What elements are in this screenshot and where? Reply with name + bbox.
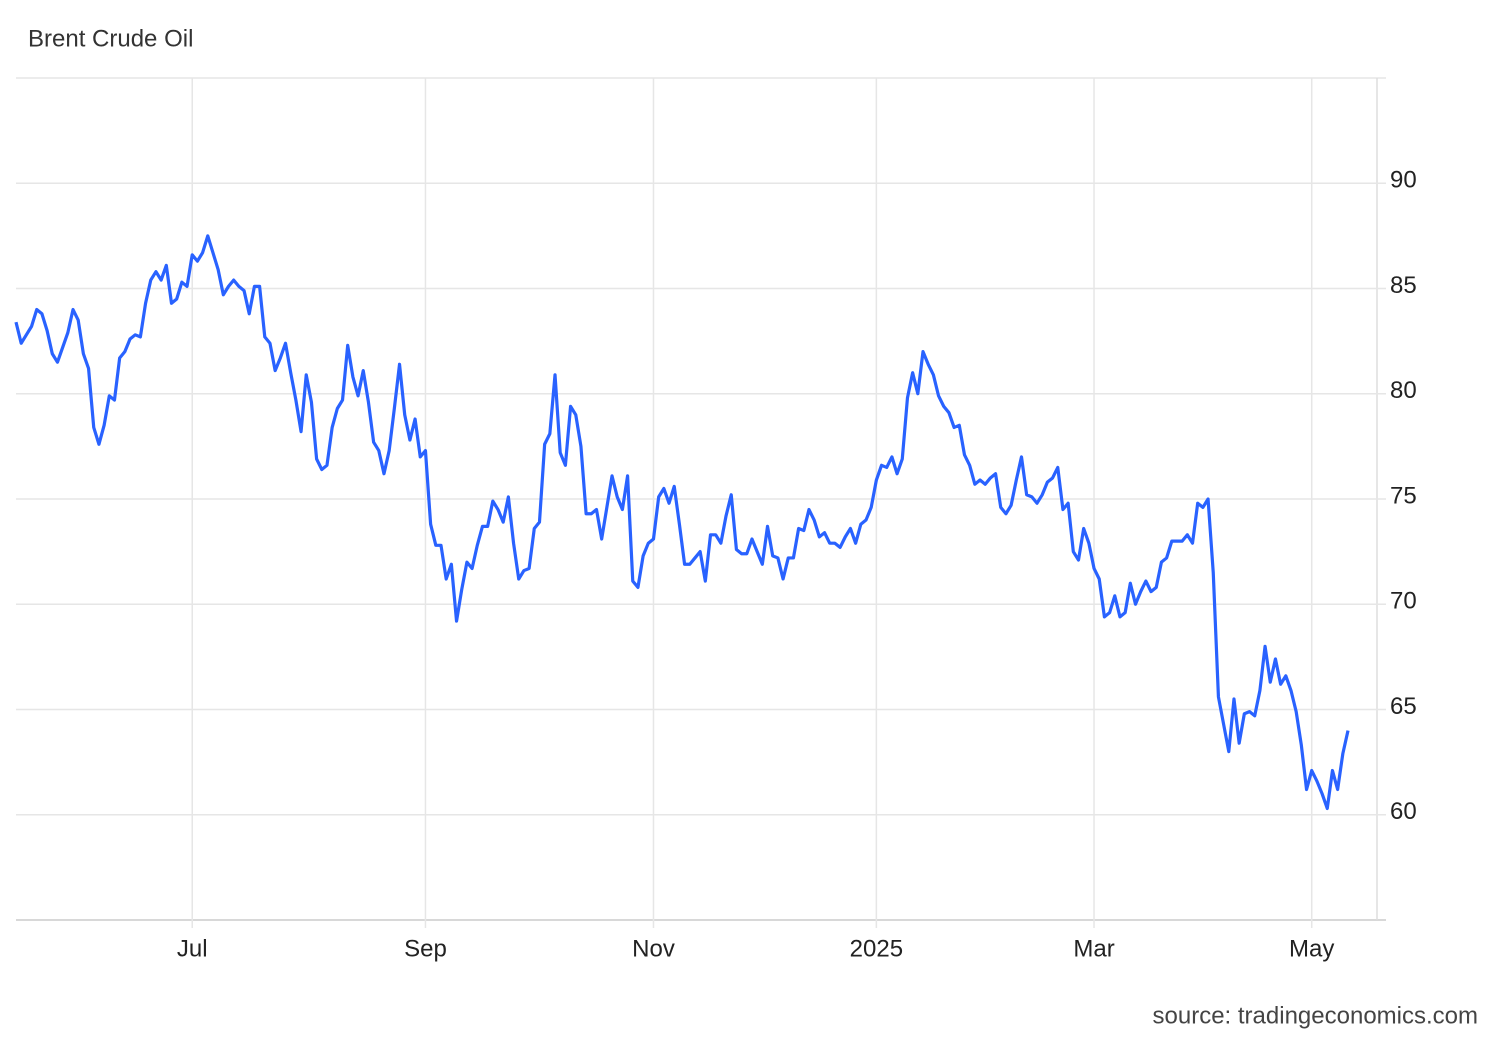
x-tick-label: May (1289, 935, 1334, 962)
x-tick-label: 2025 (850, 935, 903, 962)
x-tick-label: Nov (632, 935, 675, 962)
y-tick-label: 85 (1390, 272, 1417, 299)
y-tick-label: 70 (1390, 588, 1417, 615)
y-tick-label: 60 (1390, 798, 1417, 825)
source-note: source: tradingeconomics.com (1153, 1002, 1478, 1029)
y-tick-label: 65 (1390, 693, 1417, 720)
chart-title: Brent Crude Oil (28, 25, 193, 52)
y-tick-label: 90 (1390, 167, 1417, 194)
y-tick-label: 75 (1390, 482, 1417, 509)
price-line (14, 234, 1350, 811)
x-tick-label: Mar (1073, 935, 1114, 962)
x-tick-label: Sep (404, 935, 447, 962)
y-tick-label: 80 (1390, 377, 1417, 404)
x-tick-label: Jul (177, 935, 208, 962)
